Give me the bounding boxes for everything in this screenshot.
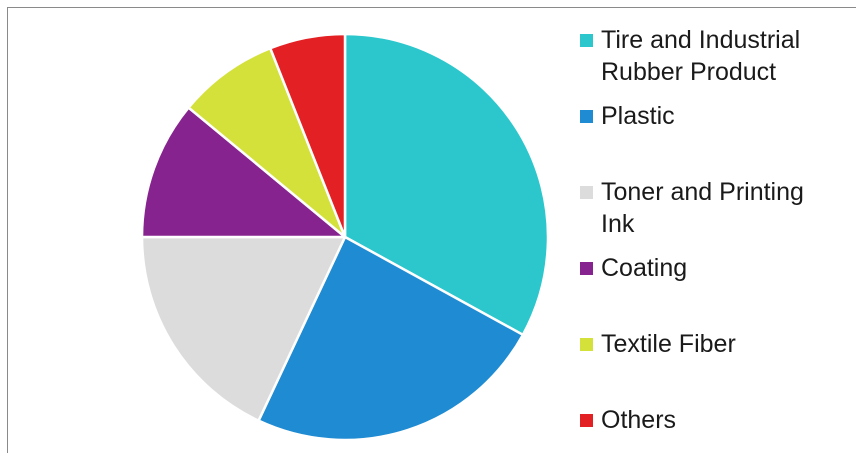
- pie-slice-others: [269, 32, 347, 239]
- pie-slice-coating: [140, 106, 347, 239]
- legend-label-plastic: Plastic: [601, 102, 675, 130]
- legend-item-others: Others: [580, 404, 851, 436]
- pie-slice-toner: [140, 235, 347, 422]
- legend-swatch-coating: [580, 262, 593, 275]
- chart-frame: [7, 7, 856, 453]
- legend-item-textile: Textile Fiber: [580, 328, 851, 360]
- legend-swatch-toner: [580, 186, 593, 199]
- legend-label-textile: Textile Fiber: [601, 330, 736, 358]
- pie-slice-tire: [343, 32, 550, 337]
- legend-item-toner: Toner and Printing Ink: [580, 176, 851, 240]
- pie-slice-textile: [187, 47, 347, 239]
- legend-label-tire: Tire and Industrial Rubber Product: [601, 24, 851, 88]
- legend-swatch-plastic: [580, 110, 593, 123]
- legend-swatch-textile: [580, 338, 593, 351]
- legend-label-tire-line1: Tire and Industrial: [601, 26, 801, 54]
- legend-swatch-others: [580, 414, 593, 427]
- legend-label-others: Others: [601, 406, 677, 434]
- legend-label-toner-line2: Ink: [601, 210, 635, 238]
- legend-item-plastic: Plastic: [580, 100, 851, 132]
- chart-legend: Tire and Industrial Rubber Product Plast…: [580, 0, 856, 453]
- legend-item-tire: Tire and Industrial Rubber Product: [580, 24, 851, 88]
- legend-label-tire-line2: Rubber Product: [601, 58, 777, 86]
- legend-item-coating: Coating: [580, 252, 851, 284]
- legend-label-toner: Toner and Printing Ink: [601, 176, 851, 240]
- pie-slice-plastic: [257, 235, 525, 442]
- legend-label-coating: Coating: [601, 254, 688, 282]
- pie-chart: [140, 32, 550, 442]
- legend-swatch-tire: [580, 34, 593, 47]
- legend-label-toner-line1: Toner and Printing: [601, 178, 804, 206]
